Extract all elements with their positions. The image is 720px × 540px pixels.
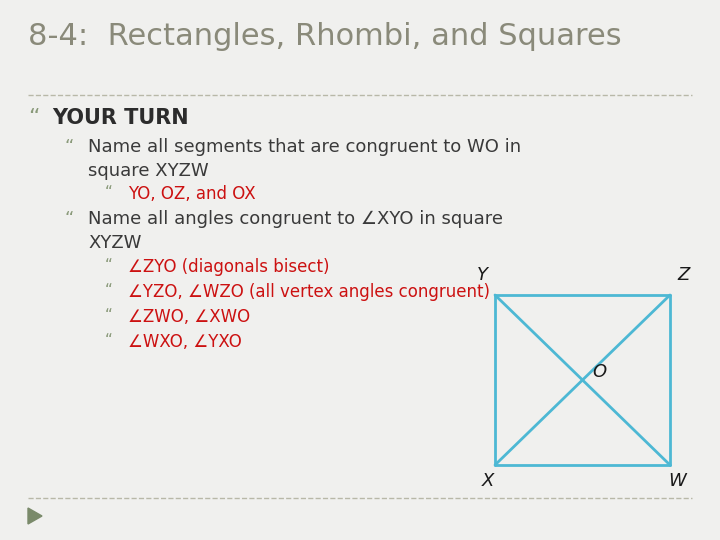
Text: ∠YZO, ∠WZO (all vertex angles congruent): ∠YZO, ∠WZO (all vertex angles congruent) <box>128 283 490 301</box>
Text: YO, OZ, and OX: YO, OZ, and OX <box>128 185 256 203</box>
Text: X: X <box>482 472 494 490</box>
Text: “: “ <box>105 258 113 273</box>
Text: ∠ZYO (diagonals bisect): ∠ZYO (diagonals bisect) <box>128 258 330 276</box>
Text: W: W <box>668 472 686 490</box>
Text: “: “ <box>105 283 113 298</box>
Text: YOUR TURN: YOUR TURN <box>52 108 189 128</box>
Text: ∠WXO, ∠YXO: ∠WXO, ∠YXO <box>128 333 242 351</box>
Text: “: “ <box>65 210 74 228</box>
Text: “: “ <box>65 138 74 156</box>
Polygon shape <box>28 508 42 524</box>
Text: “: “ <box>105 308 113 323</box>
Text: Name all angles congruent to ∠XYO in square
XYZW: Name all angles congruent to ∠XYO in squ… <box>88 210 503 252</box>
Text: Name all segments that are congruent to WO in
square XYZW: Name all segments that are congruent to … <box>88 138 521 180</box>
Text: ∠ZWO, ∠XWO: ∠ZWO, ∠XWO <box>128 308 250 326</box>
Text: 8-4:  Rectangles, Rhombi, and Squares: 8-4: Rectangles, Rhombi, and Squares <box>28 22 621 51</box>
Text: Z: Z <box>677 266 689 284</box>
Text: “: “ <box>28 108 40 128</box>
Text: O: O <box>593 363 607 381</box>
Text: Y: Y <box>477 266 488 284</box>
Text: “: “ <box>105 333 113 348</box>
Text: “: “ <box>105 185 113 200</box>
